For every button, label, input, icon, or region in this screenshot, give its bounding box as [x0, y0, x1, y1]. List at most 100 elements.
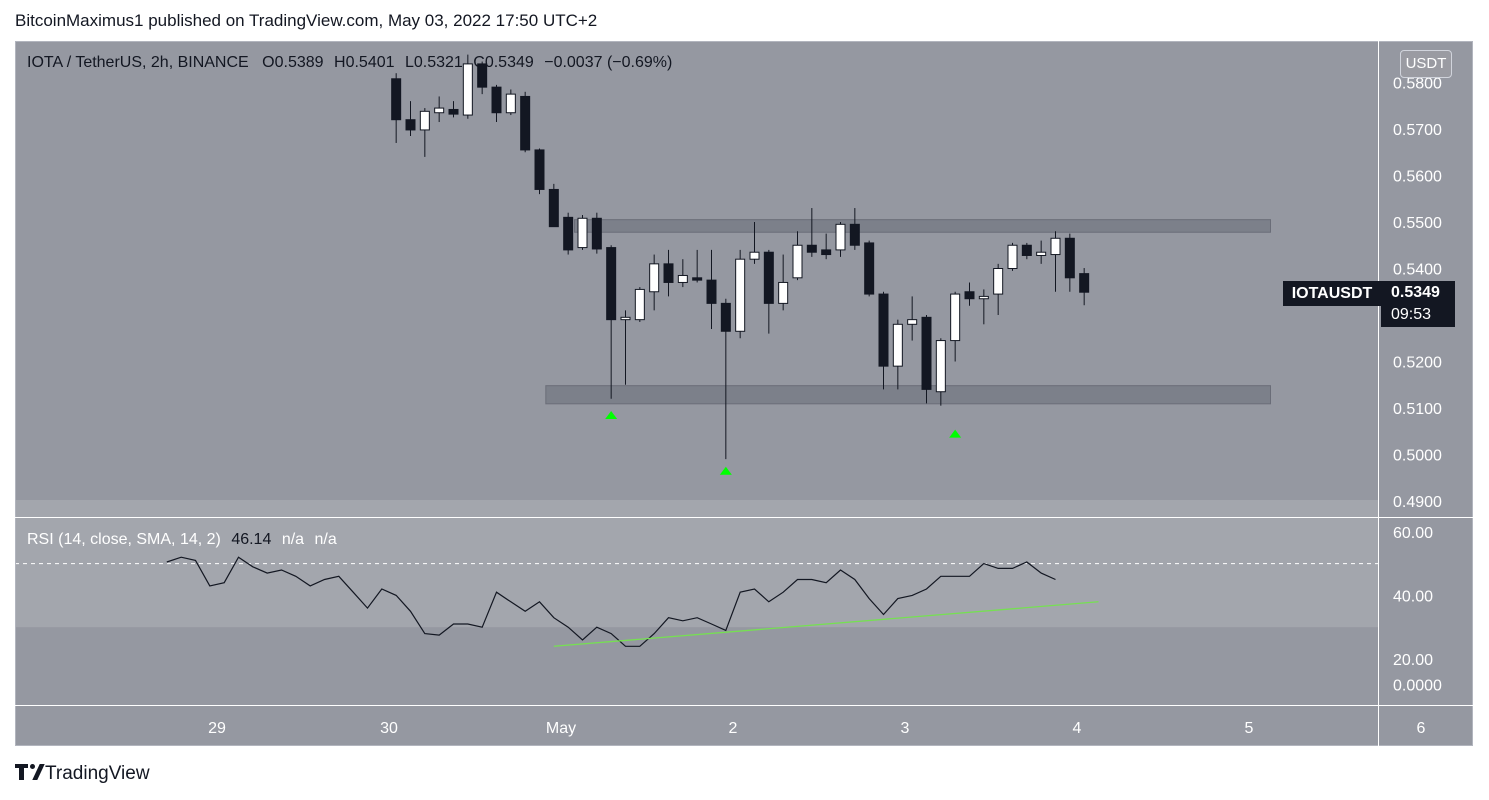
candle-body	[1007, 244, 1018, 269]
candle-body	[706, 279, 717, 304]
candle	[950, 291, 961, 362]
candle-body	[849, 223, 860, 246]
candle	[548, 183, 559, 228]
candle	[706, 249, 717, 329]
legend-low-value: 0.5321	[413, 54, 463, 71]
candle	[778, 254, 789, 311]
legend-open-label: O	[262, 54, 275, 71]
legend-open-value: 0.5389	[274, 54, 324, 71]
candle-body	[692, 277, 703, 281]
rsi-tick-label: 0.0000	[1393, 677, 1442, 694]
candle	[505, 89, 516, 116]
legend-close-label: C	[473, 54, 485, 71]
up-arrow-icon	[949, 429, 962, 438]
candle-body	[563, 216, 574, 251]
price-tick-label: 0.5600	[1393, 169, 1442, 186]
price-tick-label: 0.5500	[1393, 215, 1442, 232]
candle-body	[663, 263, 674, 283]
candle-body	[520, 95, 531, 151]
range-zone-resistance[interactable]	[574, 219, 1271, 233]
candle-body	[806, 244, 817, 253]
candle-body	[505, 93, 516, 114]
price-tick-label: 0.5800	[1393, 76, 1442, 93]
candle-body	[591, 217, 602, 250]
price-tag-symbol: IOTAUSDT	[1283, 281, 1381, 306]
candle	[806, 208, 817, 257]
time-tick-label: 5	[1245, 720, 1254, 737]
candle-body	[391, 78, 402, 121]
candle-body	[548, 188, 559, 228]
candle-body	[778, 281, 789, 304]
candle-body	[735, 258, 746, 332]
candle	[577, 215, 588, 250]
candle	[477, 61, 488, 95]
candle-body	[434, 107, 445, 114]
candle	[419, 108, 430, 157]
up-arrow-icon	[605, 410, 618, 419]
candle	[677, 259, 688, 288]
candle-body	[878, 293, 889, 367]
candle-body	[462, 63, 473, 116]
candle	[921, 315, 932, 404]
rsi-tick-label: 60.00	[1393, 525, 1433, 542]
candle	[763, 249, 774, 334]
candle-body	[749, 251, 760, 260]
legend-symbol[interactable]: IOTA / TetherUS, 2h, BINANCE	[27, 54, 249, 71]
candle-body	[677, 274, 688, 283]
rsi-legend: RSI (14, close, SMA, 14, 2) 46.14 n/a n/…	[27, 531, 337, 549]
time-tick-label: 30	[380, 720, 398, 737]
candle-body	[534, 149, 545, 190]
candle-body	[606, 247, 617, 321]
rsi-legend-value: 46.14	[231, 531, 272, 548]
legend-high-value: 0.5401	[345, 54, 395, 71]
price-tag-price: 0.5349	[1391, 284, 1440, 301]
currency-button[interactable]: USDT	[1400, 50, 1452, 78]
candle	[563, 212, 574, 255]
candle-body	[620, 316, 631, 321]
candle-body	[921, 316, 932, 390]
candle-body	[720, 302, 731, 332]
candle	[720, 298, 731, 460]
candle	[1064, 233, 1075, 292]
candle	[663, 249, 674, 297]
candle-body	[1064, 237, 1075, 279]
price-axis-pane[interactable]	[1378, 41, 1473, 705]
candle	[462, 54, 473, 119]
rsi-trendline[interactable]	[553, 601, 1099, 647]
candle	[692, 249, 703, 283]
candle	[849, 208, 860, 250]
tradingview-logo[interactable]: TradingView	[15, 763, 150, 785]
legend-low-label: L	[404, 54, 414, 71]
candle	[534, 148, 545, 195]
candle-body	[892, 323, 903, 367]
price-tick-label: 0.5100	[1393, 401, 1442, 418]
candle-body	[792, 244, 803, 279]
candle	[520, 91, 531, 153]
candle-body	[649, 263, 660, 293]
candle-body	[763, 251, 774, 304]
candle	[735, 249, 746, 339]
candle	[835, 222, 846, 257]
time-tick-label: 6	[1417, 720, 1426, 737]
time-axis-pane[interactable]	[15, 705, 1473, 746]
price-tick-label: 0.4900	[1393, 494, 1442, 511]
rsi-legend-label[interactable]: RSI (14, close, SMA, 14, 2)	[27, 531, 221, 548]
price-tick-label: 0.5700	[1393, 122, 1442, 139]
tradingview-logo-text: TradingView	[45, 763, 150, 784]
candle	[935, 338, 946, 406]
legend-high-label: H	[334, 54, 346, 71]
candle	[434, 96, 445, 123]
legend-change: −0.0037 (−0.69%)	[544, 54, 673, 71]
tradingview-logo-icon	[15, 764, 45, 780]
rsi-legend-na1: n/a	[281, 531, 305, 548]
candle-body	[577, 217, 588, 249]
candle	[978, 289, 989, 325]
candle-body	[448, 108, 459, 115]
candle	[606, 245, 617, 399]
candle	[792, 231, 803, 281]
candle	[892, 319, 903, 390]
candle-body	[935, 340, 946, 393]
candle-body	[864, 242, 875, 295]
range-zone-support[interactable]	[545, 385, 1271, 405]
